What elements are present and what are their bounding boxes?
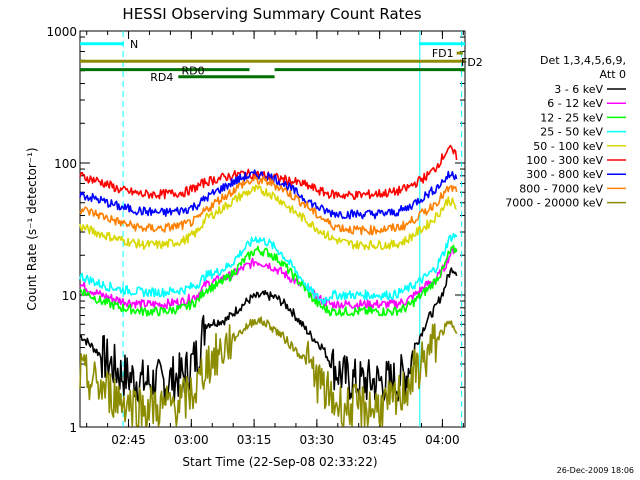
x-tick-label: 03:45 <box>362 433 397 447</box>
y-tick-label: 1000 <box>46 25 77 39</box>
x-tick-label: 02:45 <box>111 433 146 447</box>
legend-label: 100 - 300 keV <box>526 154 603 167</box>
series-line <box>79 246 458 310</box>
series-line <box>79 175 458 236</box>
y-tick-label: 1 <box>69 421 77 435</box>
x-axis-label: Start Time (22-Sep-08 02:33:22) <box>182 455 377 469</box>
y-tick-label: 10 <box>62 289 77 303</box>
flag-label-n: N <box>130 38 138 51</box>
flag-label-rd0: RD0 <box>181 65 204 78</box>
x-tick-label: 04:00 <box>425 433 460 447</box>
flag-label-rd4: RD4 <box>150 71 173 84</box>
series-lines <box>79 144 458 427</box>
legend-header-line2: Att 0 <box>600 68 626 81</box>
flag-label-fd1: FD1 <box>432 47 454 60</box>
series-line <box>79 232 458 305</box>
series-line <box>79 267 458 405</box>
chart-title: HESSI Observing Summary Count Rates <box>122 5 421 23</box>
x-tick-label: 03:00 <box>174 433 209 447</box>
legend-label: 300 - 800 keV <box>526 168 603 181</box>
legend-label: 6 - 12 keV <box>547 97 603 110</box>
series-line <box>79 144 458 201</box>
footer-date: 26-Dec-2009 18:06 <box>557 466 634 475</box>
x-tick-label: 03:30 <box>300 433 335 447</box>
legend-header-line1: Det 1,3,4,5,6,9, <box>540 54 626 67</box>
legend-label: 25 - 50 keV <box>540 126 603 139</box>
y-axis-label: Count Rate (s⁻¹ detector⁻¹) <box>25 147 39 310</box>
legend-label: 800 - 7000 keV <box>519 182 603 195</box>
legend-label: 50 - 100 keV <box>533 140 603 153</box>
x-tick-label: 03:15 <box>237 433 272 447</box>
flag-label-fd2: FD2 <box>461 56 483 69</box>
legend-label: 12 - 25 keV <box>540 111 603 124</box>
y-tick-label: 100 <box>54 157 77 171</box>
legend-label: 3 - 6 keV <box>554 83 603 96</box>
series-line <box>79 244 458 317</box>
plot-area <box>79 30 466 428</box>
tick-marks: 1 10 100 1000 02:45 03:00 03:15 03:30 03:45 04:00 <box>46 25 465 447</box>
series-line <box>79 316 458 427</box>
legend-label: 7000 - 20000 keV <box>505 197 603 210</box>
series-line <box>79 169 458 220</box>
series-line <box>79 184 457 251</box>
